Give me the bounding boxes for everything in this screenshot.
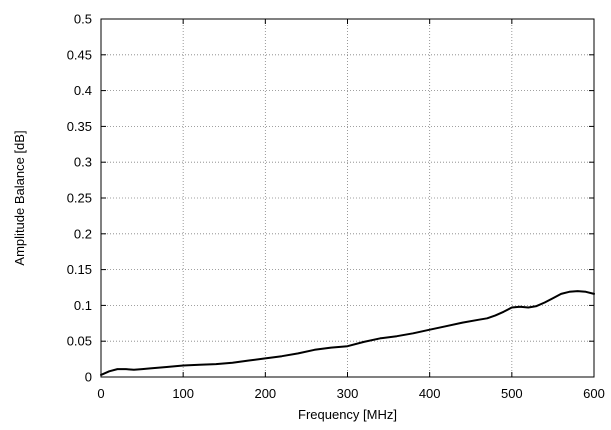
series-layer xyxy=(100,290,595,376)
x-tick-label: 0 xyxy=(97,386,104,401)
x-tick-label: 100 xyxy=(172,386,194,401)
y-tick-label: 0.45 xyxy=(67,47,92,62)
x-tick-label: 300 xyxy=(337,386,359,401)
series-line xyxy=(100,290,595,376)
y-tick-label: 0.35 xyxy=(67,119,92,134)
y-tick-label: 0.2 xyxy=(74,226,92,241)
y-tick-label: 0 xyxy=(85,370,92,385)
axis-ticks: 0 100 200 300 400 500 600 0 0.05 0.1 0.15 0.2 0.25 0.… xyxy=(67,12,605,402)
y-tick-label: 0.3 xyxy=(74,155,92,170)
y-tick-label: 0.25 xyxy=(67,191,92,206)
y-tick-label: 0.5 xyxy=(74,12,92,27)
y-axis-title: Amplitude Balance [dB] xyxy=(12,130,27,265)
x-tick-label: 500 xyxy=(501,386,523,401)
x-tick-label: 200 xyxy=(254,386,276,401)
x-tick-label: 400 xyxy=(419,386,441,401)
y-tick-label: 0.15 xyxy=(67,262,92,277)
y-tick-label: 0.4 xyxy=(74,83,92,98)
grid xyxy=(101,19,594,377)
x-tick-label: 600 xyxy=(583,386,605,401)
y-tick-label: 0.1 xyxy=(74,298,92,313)
x-axis-title: Frequency [MHz] xyxy=(298,407,397,422)
y-tick-label: 0.05 xyxy=(67,334,92,349)
